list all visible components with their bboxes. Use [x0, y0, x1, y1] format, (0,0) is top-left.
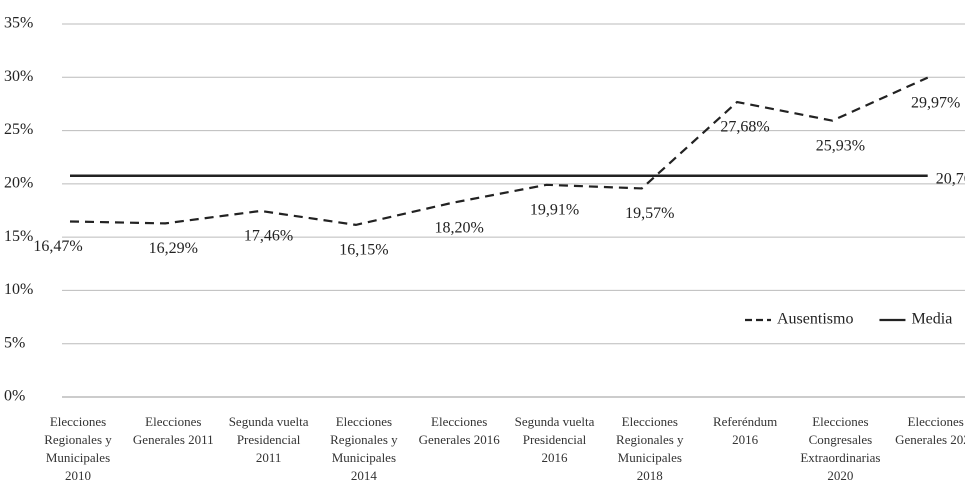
data-label: 16,29% [149, 240, 198, 257]
y-tick-label: 0% [4, 388, 25, 405]
x-tick-label: Elecciones Generales 2011 [132, 414, 214, 447]
data-label: 25,93% [816, 137, 865, 154]
y-tick-label: 5% [4, 334, 25, 351]
data-label: 27,68% [720, 119, 769, 136]
x-tick-label: Referéndum 2016 [712, 414, 778, 447]
legend-label: Media [911, 311, 952, 328]
y-tick-label: 10% [4, 281, 33, 298]
data-label: 17,46% [244, 228, 293, 245]
x-tick-label: Elecciones Regionales y Municipales 2014 [330, 414, 398, 483]
data-label: 18,20% [435, 220, 484, 237]
x-tick-label: Elecciones Regionales y Municipales 2018 [616, 414, 684, 483]
y-tick-label: 15% [4, 228, 33, 245]
y-tick-label: 30% [4, 68, 33, 85]
x-tick-label: Segunda vuelta Presidencial 2016 [514, 414, 595, 465]
data-label: 19,91% [530, 201, 579, 218]
data-label: 20,76% [936, 170, 965, 187]
x-tick-label: Segunda vuelta Presidencial 2011 [228, 414, 309, 465]
x-tick-label: Elecciones Regionales y Municipales 2010 [44, 414, 112, 483]
legend-label: Ausentismo [777, 311, 853, 328]
x-tick-label: Elecciones Generales 2021 [895, 414, 965, 447]
data-label: 16,47% [33, 238, 82, 255]
line-series [69, 76, 929, 227]
data-label: 19,57% [625, 205, 674, 222]
x-tick-label: Elecciones Generales 2016 [418, 414, 500, 447]
data-label: 29,97% [911, 94, 960, 111]
y-tick-label: 20% [4, 175, 33, 192]
y-tick-label: 35% [4, 15, 33, 32]
y-tick-label: 25% [4, 121, 33, 138]
data-label: 16,15% [339, 242, 388, 259]
x-tick-label: Elecciones Congresales Extraordinarias 2… [800, 414, 881, 483]
